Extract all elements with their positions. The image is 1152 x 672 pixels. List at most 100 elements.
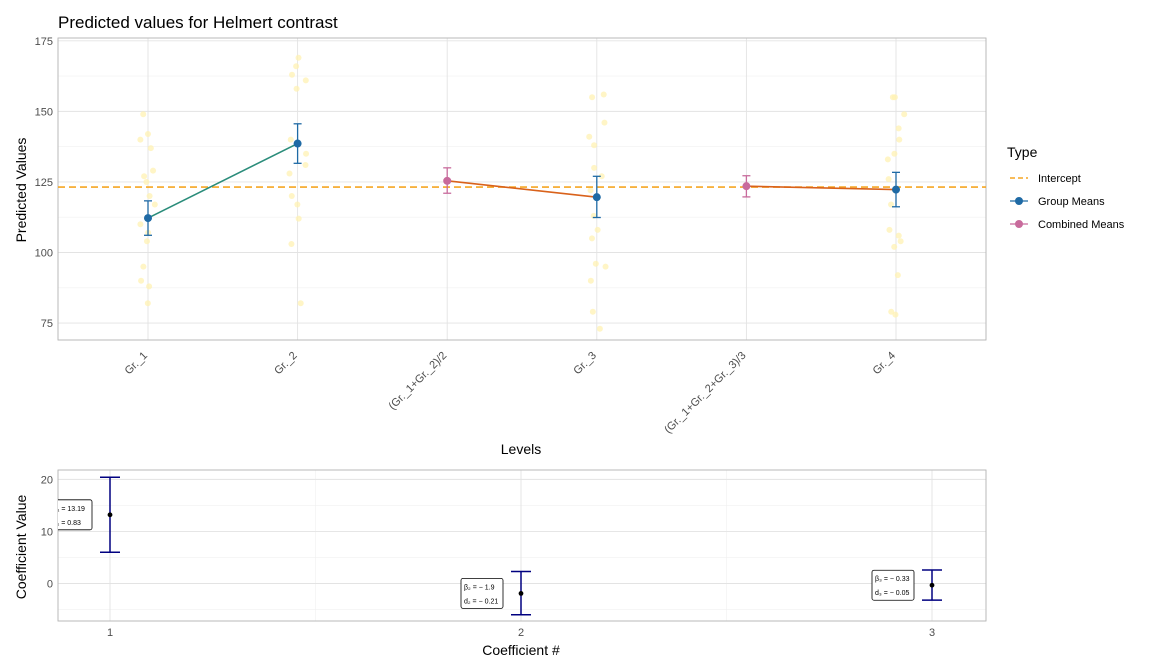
jitter-point	[891, 150, 898, 157]
jitter-point	[295, 54, 302, 61]
legend-label: Combined Means	[1038, 219, 1125, 231]
jitter-point	[592, 260, 599, 267]
coef-beta-label: β₁ = 13.19	[53, 506, 85, 513]
jitter-point	[302, 162, 309, 169]
jitter-point	[588, 235, 595, 242]
jitter-point	[140, 111, 147, 118]
jitter-point	[289, 71, 296, 78]
jitter-point	[288, 241, 295, 248]
mean-point	[892, 185, 900, 194]
jitter-point	[143, 238, 150, 245]
top-x-tick-label: Gr._1	[123, 350, 151, 378]
jitter-point	[591, 142, 598, 149]
jitter-point	[140, 263, 147, 270]
jitter-point	[886, 226, 893, 233]
top-x-tick-label: Gr._3	[571, 350, 599, 378]
jitter-point	[286, 170, 293, 177]
jitter-point	[294, 201, 301, 208]
mean-point	[443, 176, 452, 185]
top-y-tick-label: 100	[35, 248, 53, 260]
jitter-point	[891, 94, 898, 101]
jitter-point	[892, 311, 899, 318]
jitter-point	[302, 77, 309, 84]
bottom-x-tick-label: 2	[518, 627, 524, 639]
coef-beta-label: β₃ = − 0.33	[875, 576, 910, 583]
jitter-point	[600, 91, 607, 98]
jitter-point	[295, 215, 302, 222]
jitter-point	[888, 308, 895, 315]
coef-point	[107, 512, 113, 518]
legend-label: Group Means	[1038, 196, 1105, 208]
jitter-point	[287, 136, 294, 143]
top-y-tick-label: 125	[35, 177, 53, 189]
jitter-point	[288, 193, 295, 200]
jitter-point	[594, 226, 601, 233]
jitter-point	[141, 173, 148, 180]
top-y-tick-label: 150	[35, 106, 53, 118]
bottom-x-tick-label: 1	[107, 627, 113, 639]
jitter-point	[151, 201, 158, 208]
top-y-tick-label: 75	[41, 318, 53, 330]
mean-connector-line	[147, 142, 298, 219]
coef-point	[518, 591, 524, 596]
jitter-point	[601, 119, 608, 126]
jitter-point	[888, 201, 895, 208]
jitter-point	[144, 130, 151, 137]
legend-key-point	[1015, 220, 1023, 228]
top-y-axis-label: Predicted Values	[13, 138, 29, 243]
top-x-tick-label: Gr._2	[272, 350, 300, 378]
jitter-point	[596, 325, 603, 332]
jitter-point	[137, 136, 144, 143]
bottom-x-axis-label: Coefficient #	[482, 642, 560, 658]
jitter-point	[591, 164, 598, 171]
jitter-point	[901, 111, 908, 118]
jitter-point	[150, 167, 157, 174]
chart-title: Predicted values for Helmert contrast	[58, 13, 338, 32]
bottom-y-axis-label: Coefficient Value	[13, 495, 29, 600]
jitter-point	[897, 238, 904, 245]
mean-connector-line	[746, 185, 897, 191]
mean-point	[592, 193, 601, 202]
coef-point	[929, 582, 935, 588]
coef-annotation-box	[460, 578, 504, 609]
jitter-point	[146, 193, 153, 200]
jitter-point	[587, 187, 594, 194]
top-x-tick-label: (Gr._1+Gr._2+Gr._3)/3	[662, 350, 748, 436]
bottom-plot-border	[57, 469, 987, 622]
bottom-y-tick-label: 0	[47, 579, 53, 591]
jitter-point	[303, 150, 310, 157]
jitter-point	[587, 277, 594, 284]
legend-label: Intercept	[1038, 173, 1081, 185]
jitter-point	[138, 277, 145, 284]
jitter-point	[146, 283, 153, 290]
jitter-point	[894, 272, 901, 279]
top-x-tick-label: (Gr._1+Gr._2)/2	[387, 350, 450, 413]
coef-d-label: d₂ = − 0.21	[464, 598, 498, 605]
jitter-point	[137, 221, 144, 228]
jitter-point	[147, 145, 154, 152]
jitter-point	[293, 85, 300, 92]
jitter-point	[143, 178, 150, 185]
mean-point	[742, 182, 751, 191]
annotation-layer: β₁ = 13.19 d₁ = 0.83 β₂ = − 1.9 d₂ = − 0.21…	[53, 499, 915, 609]
jitter-point	[589, 308, 596, 315]
coef-beta-label: β₂ = − 1.9	[464, 584, 495, 591]
legend-key-point	[1015, 197, 1023, 205]
jitter-point	[895, 232, 902, 239]
jitter-point	[891, 243, 898, 250]
mean-point	[144, 214, 152, 223]
jitter-point	[293, 63, 300, 70]
jitter-point	[602, 263, 609, 270]
bottom-y-tick-label: 20	[41, 474, 53, 486]
bottom-plot-background	[58, 470, 986, 621]
bottom-x-tick-label: 3	[929, 627, 935, 639]
jitter-point	[885, 176, 892, 183]
coef-annotation-box	[58, 499, 93, 531]
mean-connector-line	[447, 180, 597, 198]
top-plot-border	[57, 37, 987, 341]
bottom-y-tick-label: 10	[41, 526, 53, 538]
jitter-point	[884, 156, 891, 163]
legend-title: Type	[1007, 144, 1038, 160]
coef-annotation-box	[871, 569, 915, 601]
